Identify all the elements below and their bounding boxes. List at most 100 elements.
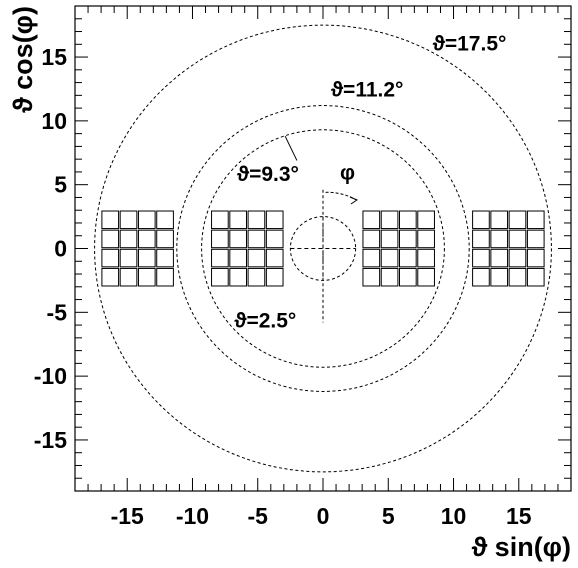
y-tick-label: -10 bbox=[34, 363, 67, 389]
detector-cell bbox=[119, 248, 138, 268]
detector-cell bbox=[472, 267, 490, 287]
axis-tick-labels-layer: -15 -10 -5 0 5 10 15 15 10 5 0 -5 -10 -15 bbox=[34, 44, 532, 529]
detector-cell bbox=[247, 248, 266, 268]
detector-cell bbox=[137, 267, 156, 287]
detector-cell bbox=[229, 267, 247, 287]
detector-cell bbox=[508, 210, 527, 230]
detector-cell bbox=[211, 210, 229, 230]
x-tick-label: 5 bbox=[382, 503, 395, 529]
detector-cell bbox=[137, 210, 156, 230]
detector-modules-layer bbox=[101, 210, 545, 287]
detector-cell bbox=[399, 248, 417, 268]
detector-cell bbox=[101, 267, 120, 287]
detector-cell bbox=[247, 267, 266, 287]
detector-cell bbox=[380, 210, 399, 230]
detector-cell bbox=[137, 248, 156, 268]
circle-theta-17-5 bbox=[94, 24, 552, 473]
detector-cell bbox=[508, 229, 527, 249]
y-tick-label: -15 bbox=[34, 427, 67, 453]
detector-cell bbox=[417, 210, 435, 230]
detector-cell bbox=[526, 267, 545, 287]
detector-cell bbox=[399, 267, 417, 287]
x-tick-label: 10 bbox=[441, 503, 467, 529]
detector-cell bbox=[362, 210, 381, 230]
detector-cell bbox=[137, 229, 156, 249]
detector-cell bbox=[265, 229, 284, 249]
detector-cell bbox=[265, 267, 284, 287]
detector-cell bbox=[156, 248, 174, 268]
detector-cell bbox=[417, 229, 435, 249]
detector-cell bbox=[362, 267, 381, 287]
detector-cell bbox=[211, 267, 229, 287]
label-theta-11-2: ϑ=11.2° bbox=[331, 79, 404, 102]
detector-cell bbox=[156, 210, 174, 230]
y-axis-title: ϑ cos(φ) bbox=[8, 6, 38, 113]
detector-cell bbox=[472, 229, 490, 249]
x-axis-title: ϑ sin(φ) bbox=[471, 532, 571, 562]
detector-cell bbox=[119, 229, 138, 249]
x-tick-label: 0 bbox=[317, 503, 330, 529]
detector-cell bbox=[211, 248, 229, 268]
detector-cell bbox=[490, 248, 509, 268]
detector-cell bbox=[362, 248, 381, 268]
detector-cell bbox=[229, 210, 247, 230]
detector-cell bbox=[101, 229, 120, 249]
detector-cell bbox=[247, 229, 266, 249]
detector-cell bbox=[156, 229, 174, 249]
phi-label: φ bbox=[340, 162, 355, 185]
label-theta-9-3: ϑ=9.3° bbox=[237, 163, 299, 186]
y-tick-label: 0 bbox=[54, 236, 67, 262]
detector-cell bbox=[508, 267, 527, 287]
detector-cell bbox=[399, 229, 417, 249]
phi-arrow-arc bbox=[325, 191, 358, 201]
annotations-layer: ϑ=2.5° ϑ=9.3° ϑ=11.2° ϑ=17.5° φ bbox=[234, 33, 506, 333]
detector-cell bbox=[526, 210, 545, 230]
detector-cell bbox=[265, 248, 284, 268]
detector-cell bbox=[472, 248, 490, 268]
detector-cell bbox=[472, 210, 490, 230]
detector-cell bbox=[417, 248, 435, 268]
detector-cell bbox=[362, 229, 381, 249]
detector-cell bbox=[101, 248, 120, 268]
detector-cell bbox=[380, 248, 399, 268]
detector-cell bbox=[526, 248, 545, 268]
y-tick-label: 5 bbox=[54, 172, 67, 198]
detector-cell bbox=[229, 229, 247, 249]
y-tick-label: 10 bbox=[41, 108, 67, 134]
detector-cell bbox=[490, 229, 509, 249]
x-tick-label: -10 bbox=[176, 503, 209, 529]
circle-theta-11-2 bbox=[176, 105, 470, 392]
detector-cell bbox=[229, 248, 247, 268]
label-theta-2-5: ϑ=2.5° bbox=[234, 310, 296, 333]
detector-module-near-right bbox=[362, 210, 435, 287]
detector-cell bbox=[417, 267, 435, 287]
circle-theta-9-3 bbox=[201, 129, 445, 368]
x-tick-label: 15 bbox=[506, 503, 532, 529]
detector-cell bbox=[380, 229, 399, 249]
phi-arrow-head bbox=[349, 196, 358, 205]
detector-cell bbox=[508, 248, 527, 268]
detector-cell bbox=[156, 267, 174, 287]
detector-module-far-right bbox=[472, 210, 545, 287]
detector-module-far-left bbox=[101, 210, 174, 287]
axis-ticks-layer bbox=[75, 6, 571, 491]
detector-cell bbox=[211, 229, 229, 249]
x-tick-label: -5 bbox=[248, 503, 269, 529]
x-tick-label: -15 bbox=[111, 503, 144, 529]
detector-cell bbox=[101, 210, 120, 230]
y-tick-label: 15 bbox=[41, 44, 67, 70]
detector-cell bbox=[490, 267, 509, 287]
detector-cell bbox=[265, 210, 284, 230]
detector-cell bbox=[380, 267, 399, 287]
detector-cell bbox=[247, 210, 266, 230]
detector-cell bbox=[526, 229, 545, 249]
y-tick-label: -5 bbox=[47, 299, 68, 325]
detector-cell bbox=[490, 210, 509, 230]
crosshair-layer bbox=[290, 189, 356, 323]
detector-module-near-left bbox=[211, 210, 284, 287]
label-theta-17-5: ϑ=17.5° bbox=[433, 33, 507, 56]
detector-cell bbox=[399, 210, 417, 230]
detector-cell bbox=[119, 267, 138, 287]
